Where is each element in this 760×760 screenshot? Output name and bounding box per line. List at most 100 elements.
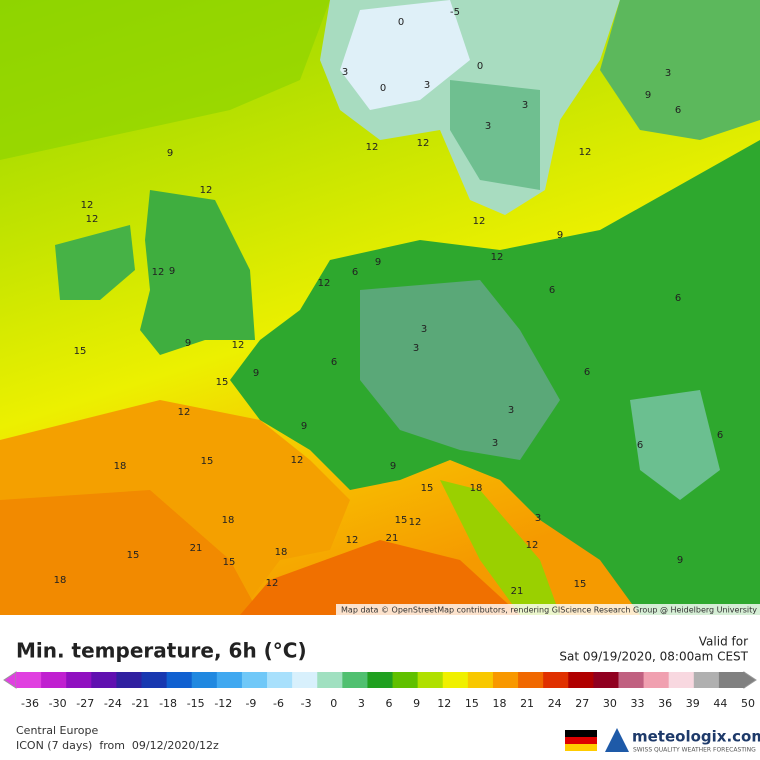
contour-label: 12 [526, 540, 539, 551]
contour-label: 3 [535, 513, 541, 524]
colorbar-cell [718, 672, 745, 688]
brand-tagline: SWISS QUALITY WEATHER FORECASTING [633, 747, 756, 754]
contour-label: 3 [485, 121, 491, 132]
colorbar-cell [593, 672, 619, 688]
contour-label: 0 [380, 83, 386, 94]
mediterranean [240, 540, 520, 615]
colorbar-tick-label: 6 [386, 697, 393, 710]
region: Central Europe [16, 724, 98, 737]
contour-label: 9 [557, 230, 563, 241]
valid-label: Valid for [699, 635, 748, 649]
colorbar-tick-label: -3 [301, 697, 312, 710]
colorbar-tick-label: 44 [713, 697, 727, 710]
contour-label: 15 [421, 483, 434, 494]
contour-label: 3 [508, 405, 514, 416]
colorbar-arrow-left [3, 671, 17, 689]
contour-label: 6 [549, 285, 555, 296]
contour-label: 15 [216, 377, 229, 388]
colorbar-cell [191, 672, 218, 688]
contour-label: 3 [424, 80, 430, 91]
contour-label: 9 [645, 90, 651, 101]
contour-label: 12 [366, 142, 379, 153]
colorbar-cell [417, 672, 444, 688]
contour-label: 15 [395, 515, 408, 526]
north-atlantic [0, 0, 330, 160]
colorbar-tick-label: 36 [658, 697, 672, 710]
colorbar-tick-label: 21 [520, 697, 534, 710]
contour-label: 18 [54, 575, 67, 586]
map: Map data © OpenStreetMap contributors, r… [0, 0, 760, 615]
colorbar-tick-label: -12 [214, 697, 232, 710]
contour-label: 18 [114, 461, 127, 472]
colorbar-cell [66, 672, 92, 688]
contour-label: 9 [301, 421, 307, 432]
contour-label: 12 [417, 138, 430, 149]
colorbar-tick-label: 30 [603, 697, 617, 710]
finland [600, 0, 760, 140]
contour-label: -5 [450, 7, 460, 18]
colorbar-cell [166, 672, 193, 688]
contour-label: 15 [127, 550, 140, 561]
contour-label: 9 [185, 338, 191, 349]
contour-label: 12 [86, 214, 99, 225]
colorbar-tick-label: 12 [437, 697, 451, 710]
contour-label: 15 [574, 579, 587, 590]
contour-label: 9 [253, 368, 259, 379]
ireland [55, 225, 135, 300]
contour-label: 12 [178, 407, 191, 418]
colorbar-cell [141, 672, 168, 688]
valid-time: Sat 09/19/2020, 08:00am CEST [559, 650, 748, 664]
colorbar-cell [317, 672, 343, 688]
colorbar-cell [292, 672, 318, 688]
colorbar-cell [518, 672, 544, 688]
colorbar-tick-label: -27 [76, 697, 94, 710]
contour-label: 6 [675, 293, 681, 304]
colorbar-tick-label: 27 [575, 697, 589, 710]
contour-label: 21 [511, 586, 524, 597]
contour-label: 12 [232, 340, 245, 351]
contour-label: 12 [579, 147, 592, 158]
contour-label: 9 [390, 461, 396, 472]
italy [440, 480, 560, 615]
colorbar-cell [241, 672, 268, 688]
colorbar-cell [492, 672, 519, 688]
colorbar-cell [668, 672, 695, 688]
colorbar-arrow-right [743, 671, 757, 689]
contour-label: 15 [74, 346, 87, 357]
colorbar-cell [342, 672, 368, 688]
colorbar-cell [568, 672, 594, 688]
colorbar-cell [267, 672, 293, 688]
colorbar-cell [392, 672, 419, 688]
attribution: Map data © OpenStreetMap contributors, r… [341, 606, 757, 615]
colorbar-tick-label: 0 [330, 697, 337, 710]
colorbar-tick-label: 33 [631, 697, 645, 710]
attribution-bg [336, 604, 760, 615]
colorbar-tick-label: 24 [548, 697, 562, 710]
colorbar-cell [643, 672, 670, 688]
colorbar-tick-label: -15 [187, 697, 205, 710]
colorbar-tick-label: 15 [465, 697, 479, 710]
brand-name: meteologix.com [632, 728, 760, 746]
colorbar-cell [41, 672, 67, 688]
contour-label: 3 [342, 67, 348, 78]
colorbar-cell [367, 672, 394, 688]
colorbar-cell [216, 672, 243, 688]
contour-label: 12 [346, 535, 359, 546]
colorbar-tick-label: 50 [741, 697, 755, 710]
contour-label: 18 [275, 547, 288, 558]
colorbar-tick-label: -18 [159, 697, 177, 710]
norway-cold [340, 0, 470, 110]
model-run: ICON (7 days) from 09/12/2020/12z [16, 739, 219, 752]
contour-label: 12 [152, 267, 165, 278]
contour-label: 3 [522, 100, 528, 111]
title: Min. temperature, 6h (°C) [16, 639, 307, 663]
colorbar-tick-label: 9 [413, 697, 420, 710]
colorbar-tick-label: 39 [686, 697, 700, 710]
contour-label: 3 [492, 438, 498, 449]
colorbar-cell [693, 672, 720, 688]
contour-label: 12 [200, 185, 213, 196]
colorbar-cell [543, 672, 569, 688]
colorbar-tick-label: -9 [245, 697, 256, 710]
contour-label: 6 [637, 440, 643, 451]
